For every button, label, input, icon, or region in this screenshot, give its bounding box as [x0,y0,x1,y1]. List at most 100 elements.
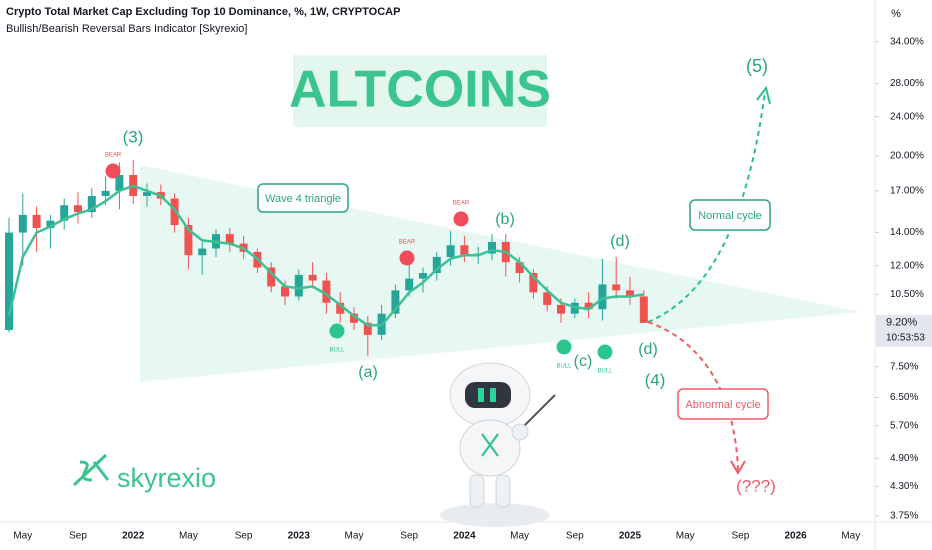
arrow-head [756,85,771,105]
callout-label: Wave 4 triangle [265,193,341,205]
robot-body [459,419,521,477]
candle-body [281,286,289,297]
y-tick-label: 24.00% [890,111,924,122]
candle-body [18,214,27,233]
candle-body [60,205,69,221]
wave-label: (b) [495,211,515,228]
x-tick-label: Sep [69,531,87,542]
wave-label: (d) [610,233,630,250]
x-tick-label: May [841,531,860,542]
robot [440,362,556,527]
y-tick-label: 10.50% [890,289,924,300]
candle-body [225,234,234,244]
robot-hand [511,423,529,441]
candle-body [626,290,634,297]
x-tick-label: 2025 [619,531,642,542]
candle-body [184,225,193,256]
plot [5,160,648,356]
wave-label: (5) [746,56,768,76]
signal-dot [453,211,469,227]
candle-body [460,245,469,256]
signal-dot [399,250,415,266]
headline-box [293,55,547,127]
candle-body [74,205,82,213]
candle-body [612,284,621,291]
robot-eye [490,388,496,402]
robot-leg [469,474,485,508]
logo-mark [72,453,110,487]
candle-body [515,262,524,274]
candle-body [405,278,414,291]
x-tick-label: 2026 [784,531,807,542]
y-tick-label: 14.00% [890,227,924,238]
x-tick-label: Sep [732,531,750,542]
candle-body [557,304,565,314]
x-tick-label: 2023 [288,531,311,542]
candle-body [529,273,538,293]
normal-path-arrow [647,91,766,323]
wave-label: (d) [638,341,658,358]
candle-body [363,322,372,335]
y-tick-label: 34.00% [890,36,924,47]
x-tick-label: May [13,531,32,542]
candle-body [639,296,648,323]
candle-body [170,198,179,226]
robot-logo [481,433,499,457]
robot-pointer [519,394,556,431]
signal-label: BULL [597,369,613,375]
candle-body [46,220,55,229]
candle-body [198,248,207,256]
headline: ALTCOINS [289,61,551,119]
candle-body [350,313,358,323]
y-tick-label: 17.00% [890,185,924,196]
y-tick-label: 4.90% [890,453,918,464]
y-unit-label: % [891,8,901,20]
price-tag [876,314,932,347]
candle-body [419,273,427,279]
signal-label: BULL [556,364,572,370]
robot-shadow [440,503,550,527]
wave-label: (a) [358,364,378,381]
candle-body [543,292,552,305]
signal-dot [329,323,345,339]
x-tick-label: 2022 [122,531,145,542]
candle-body [32,214,41,229]
y-tick-label: 12.00% [890,260,924,271]
y-tick-label: 4.30% [890,481,918,492]
candle-body [322,280,331,303]
callout-box [257,183,349,213]
callout-label: Normal cycle [698,210,762,222]
x-tick-label: May [510,531,529,542]
candle-body [432,256,441,274]
x-tick-label: Sep [235,531,253,542]
candle-body [598,284,607,310]
wave-label: (4) [645,370,666,389]
y-tick-label: 28.00% [890,78,924,89]
signal-label: BEAR [453,201,470,207]
candle-body [391,290,400,314]
countdown: 10:53:53 [886,332,925,343]
abnormal-path-arrow [647,321,739,471]
signal-label: BEAR [399,240,416,246]
logo-text: skyrexio [117,463,216,493]
robot-face [465,382,511,408]
chart-subtitle: Bullish/Bearish Reversal Bars Indicator … [6,23,247,35]
signal-dot [556,339,572,355]
candle-body [336,302,345,314]
wave-label: (???) [736,476,776,495]
candle-body [488,241,496,254]
x-tick-label: 2024 [453,531,476,542]
candle-body [87,195,96,213]
y-tick-label: 6.50% [890,392,918,403]
wave-label: (c) [574,353,593,370]
signal-label: BEAR [105,153,122,159]
candle-body [294,274,303,297]
y-tick-label: 20.00% [890,151,924,162]
candle-body [308,274,317,281]
moving-average [7,184,644,327]
robot-eye [478,388,484,402]
x-tick-label: May [179,531,198,542]
y-tick-label: 3.75% [890,510,918,521]
